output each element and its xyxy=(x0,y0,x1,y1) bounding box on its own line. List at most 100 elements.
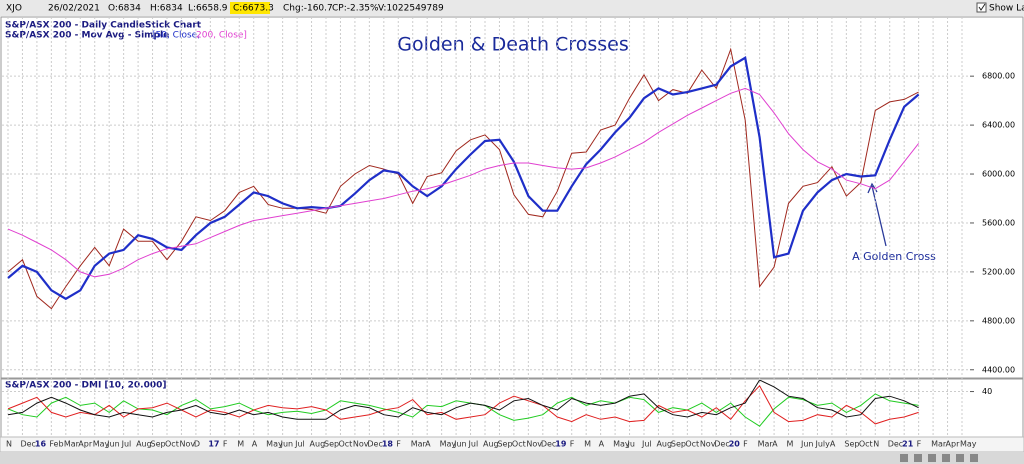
x-tick-label: Sep xyxy=(324,440,339,449)
x-tick-label: Jun xyxy=(800,440,814,449)
x-tick-label: May xyxy=(266,440,283,449)
x-tick-label: Nov xyxy=(179,440,195,449)
x-tick-label: 16 xyxy=(35,440,47,449)
y-tick-label: 40 xyxy=(982,387,992,396)
x-tick-label: Sep xyxy=(671,440,686,449)
x-tick-label: Jun xyxy=(453,440,467,449)
plot-area xyxy=(7,47,920,310)
checkmark xyxy=(978,3,986,11)
annotation: A Golden Cross xyxy=(852,250,936,263)
x-tick-label: M xyxy=(584,440,591,449)
show-last-label[interactable]: Show Last xyxy=(989,4,1024,14)
x-tick-label: F xyxy=(570,440,575,449)
y-tick-label: 5200.00 xyxy=(982,267,1015,276)
date: 26/02/2021 xyxy=(48,4,100,14)
x-tick-label: 19 xyxy=(555,440,567,449)
x-tick-label: Sep xyxy=(151,440,166,449)
x-tick-label: Aug xyxy=(656,440,672,449)
low: L:6658.9 xyxy=(188,4,228,14)
x-tick-label: 18 xyxy=(382,440,394,449)
x-tick-label: N xyxy=(6,440,12,449)
x-tick-label: Aug xyxy=(483,440,499,449)
x-tick-label: Dec xyxy=(714,440,729,449)
y-tick-label: 6400.00 xyxy=(982,121,1015,130)
series-line xyxy=(7,393,919,427)
legend-line: S&P/ASX 200 - Daily CandleStick Chart xyxy=(5,21,202,31)
x-tick-label: Jun xyxy=(106,440,120,449)
change: Chg:-160.7 xyxy=(283,4,333,14)
x-tick-label: Oct xyxy=(685,440,699,449)
main-panel xyxy=(0,16,1024,379)
close: C:6673.3 xyxy=(233,4,274,14)
x-tick-label: A xyxy=(252,440,258,449)
plot-area xyxy=(7,380,919,427)
x-tick-label: Sep xyxy=(497,440,512,449)
legend-line: 200, Close] xyxy=(196,31,247,41)
x-tick-label: A xyxy=(599,440,605,449)
y-tick-label: 6800.00 xyxy=(982,72,1015,81)
x-tick-label: Ju xyxy=(627,440,635,449)
x-tick-label: Jun xyxy=(280,440,294,449)
series-line xyxy=(7,56,920,301)
x-tick-label: May xyxy=(960,440,977,449)
x-tick-label: F xyxy=(743,440,748,449)
x-tick-label: 21 xyxy=(902,440,914,449)
legend-line: S&P/ASX 200 - Mov Avg - Simple xyxy=(5,31,169,41)
dmi-title: S&P/ASX 200 - DMI [10, 20.000] xyxy=(5,381,166,391)
chart-title: Golden & Death Crosses xyxy=(397,34,628,56)
y-tick-label: 4800.00 xyxy=(982,316,1015,325)
x-tick-label: July xyxy=(814,440,830,449)
show-last-checkbox[interactable] xyxy=(976,2,987,13)
x-tick-label: F xyxy=(917,440,922,449)
x-tick-label: Dec xyxy=(541,440,556,449)
x-tick-label: Mar xyxy=(411,440,427,449)
x-tick-label: M xyxy=(237,440,244,449)
x-tick-label: Nov xyxy=(700,440,716,449)
x-tick-label: Dec xyxy=(20,440,35,449)
y-tick-label: 6000.00 xyxy=(982,170,1015,179)
x-tick-label: Apr xyxy=(78,440,93,449)
y-tick-label: 4400.00 xyxy=(982,365,1015,374)
x-tick-label: A xyxy=(772,440,778,449)
x-tick-label: F xyxy=(396,440,401,449)
x-tick-label: Oct xyxy=(165,440,179,449)
high: H:6834 xyxy=(150,4,183,14)
x-tick-label: Jul xyxy=(121,440,132,449)
symbol: XJO xyxy=(6,4,22,14)
y-tick-label: 5600.00 xyxy=(982,218,1015,227)
x-tick-label: M xyxy=(787,440,794,449)
change-pct: CP:-2.35% xyxy=(332,4,379,14)
x-tick-label: May xyxy=(613,440,630,449)
x-tick-label: Oct xyxy=(338,440,352,449)
x-tick-label: D xyxy=(194,440,200,449)
open: O:6834 xyxy=(108,4,141,14)
x-tick-label: 17 xyxy=(208,440,219,449)
x-tick-label: May xyxy=(93,440,110,449)
x-tick-label: Sep xyxy=(844,440,859,449)
x-tick-label: Mar xyxy=(64,440,80,449)
x-tick-label: F xyxy=(223,440,228,449)
series-line xyxy=(7,384,919,425)
x-tick-label: Jul xyxy=(294,440,305,449)
close-highlight xyxy=(230,2,270,14)
x-tick-label: Dec xyxy=(367,440,382,449)
x-tick-label: N xyxy=(873,440,879,449)
x-tick-label: Dec xyxy=(888,440,903,449)
x-tick-label: Jul xyxy=(641,440,652,449)
x-tick-label: Nov xyxy=(526,440,542,449)
series-line xyxy=(7,380,919,420)
x-tick-label: Mar xyxy=(758,440,774,449)
x-tick-label: A xyxy=(830,440,836,449)
x-tick-label: Feb xyxy=(49,440,63,449)
status-bar xyxy=(0,452,1024,464)
x-tick-label: Jul xyxy=(468,440,479,449)
status-icons xyxy=(900,454,978,462)
x-tick-label: May xyxy=(440,440,457,449)
x-tick-label: Oct xyxy=(512,440,526,449)
x-tick-label: Aug xyxy=(136,440,152,449)
x-tick-label: Apr xyxy=(946,440,961,449)
legend-line: [50, Close, xyxy=(152,31,200,41)
series-line xyxy=(7,87,919,278)
